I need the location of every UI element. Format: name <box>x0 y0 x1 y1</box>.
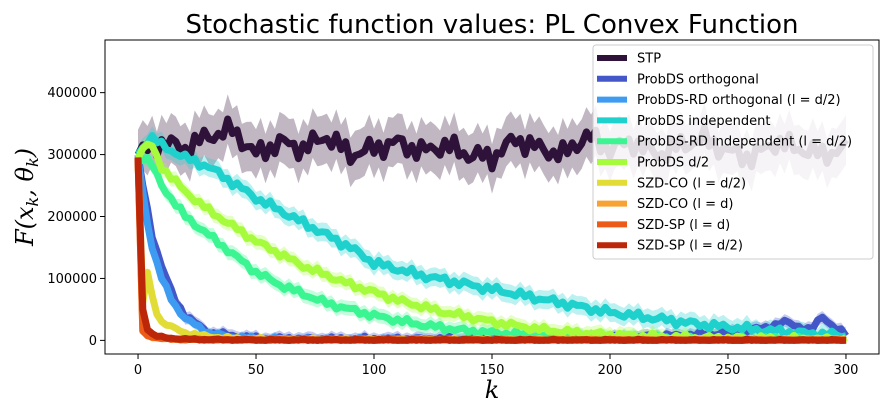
legend-label: ProbDS-RD independent (l = d/2) <box>637 135 852 150</box>
x-tick-label: 250 <box>716 363 741 378</box>
x-axis: 0 50 100 150 200 250 300 <box>134 354 858 378</box>
y-tick-label: 400000 <box>47 86 97 101</box>
series-line-szd-sp-l-d-2- <box>134 157 847 344</box>
legend-label: ProbDS-RD orthogonal (l = d/2) <box>637 93 841 108</box>
legend-box <box>592 44 874 260</box>
legend-label: SZD-CO (l = d) <box>637 197 733 212</box>
y-tick-label: 100000 <box>47 272 97 287</box>
legend-label: SZD-SP (l = d) <box>637 218 730 233</box>
x-tick-label: 50 <box>248 363 265 378</box>
legend-label: ProbDS orthogonal <box>637 72 759 87</box>
y-label-part: ) <box>11 148 39 158</box>
y-tick-label: 200000 <box>47 210 97 225</box>
legend: STP ProbDS orthogonal ProbDS-RD orthogonal… <box>592 44 874 260</box>
y-label-part: F(x <box>11 206 39 247</box>
x-axis-label: k <box>485 376 500 404</box>
series-line-probds-independent <box>135 132 847 342</box>
legend-label: ProbDS independent <box>637 114 770 129</box>
y-axis-label: F(xk, θk) <box>11 148 42 247</box>
y-label-part: k <box>23 197 42 207</box>
chart-title: Stochastic function values: PL Convex Fu… <box>185 10 798 40</box>
y-label-part: k <box>23 157 42 167</box>
legend-label: SZD-SP (l = d/2) <box>637 239 743 254</box>
y-axis: 0 100000 200000 300000 400000 <box>47 86 105 349</box>
legend-label: STP <box>637 52 661 67</box>
series-lines <box>134 115 849 344</box>
x-tick-label: 100 <box>362 363 387 378</box>
y-tick-label: 300000 <box>47 148 97 163</box>
y-label-part: , θ <box>11 167 39 197</box>
band-probds-independent <box>138 126 846 341</box>
x-tick-label: 150 <box>480 363 505 378</box>
x-tick-label: 200 <box>598 363 623 378</box>
x-tick-label: 300 <box>834 363 859 378</box>
legend-label: ProbDS d/2 <box>637 156 709 171</box>
y-tick-label: 0 <box>89 334 97 349</box>
legend-label: SZD-CO (l = d/2) <box>637 176 746 191</box>
band-probds-rd-independent-l-d-2- <box>138 146 846 341</box>
x-tick-label: 0 <box>134 363 142 378</box>
